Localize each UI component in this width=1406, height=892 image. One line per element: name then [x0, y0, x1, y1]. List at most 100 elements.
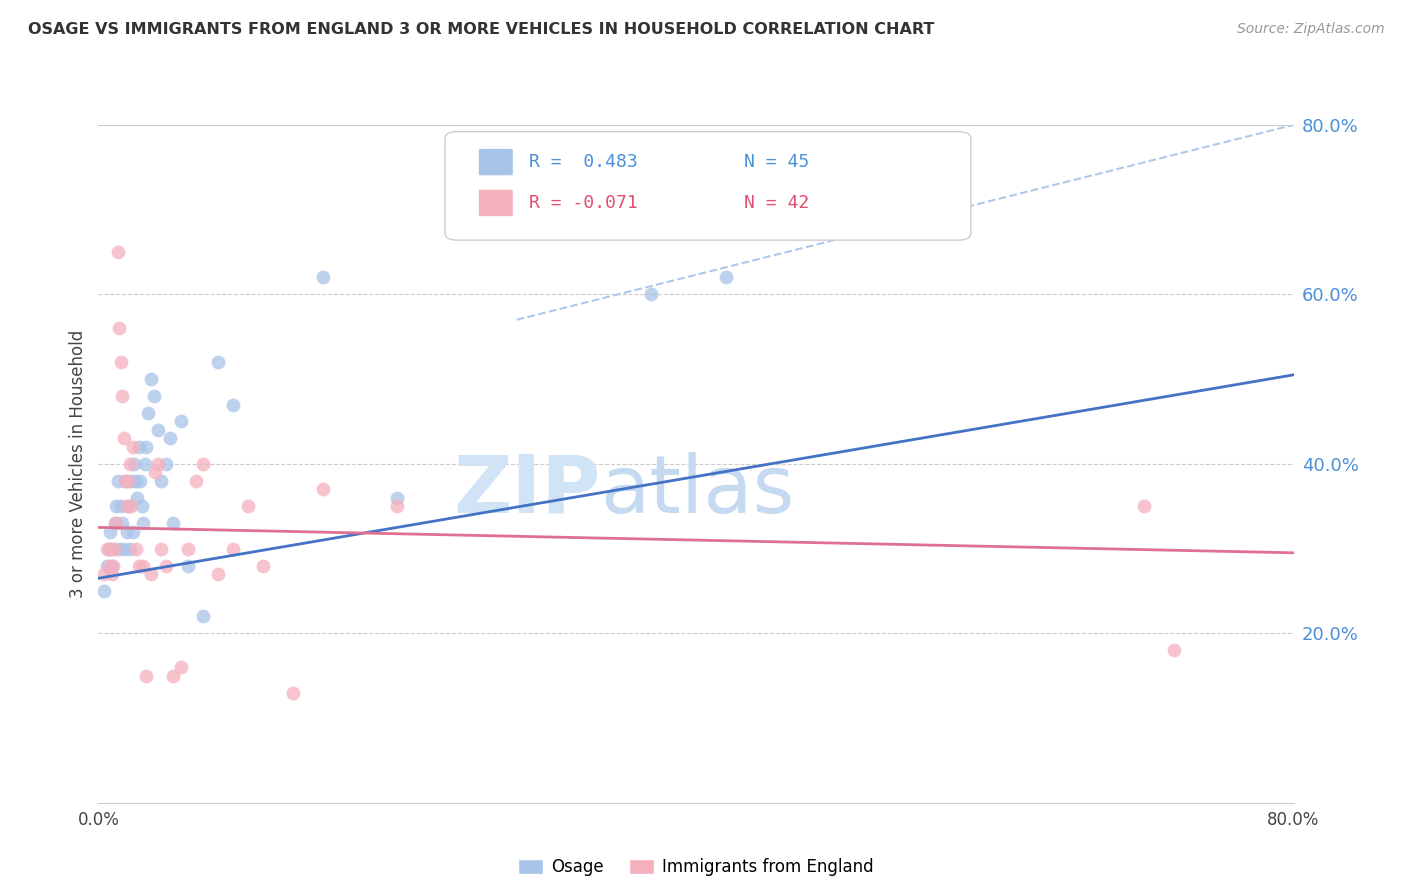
Point [150, 541, 173, 556]
Point [131, 500, 153, 514]
Point [135, 669, 157, 683]
Text: R = -0.071: R = -0.071 [529, 194, 637, 211]
Point [112, 541, 135, 556]
Point [107, 474, 129, 488]
Point [385, 491, 409, 505]
Point [120, 474, 142, 488]
Point [1133, 500, 1156, 514]
Point [128, 440, 150, 454]
FancyBboxPatch shape [478, 189, 513, 217]
Point [125, 474, 148, 488]
Point [104, 541, 127, 556]
Point [385, 500, 409, 514]
Point [108, 541, 131, 556]
Point [155, 457, 177, 471]
Point [117, 474, 139, 488]
Text: Source: ZipAtlas.com: Source: ZipAtlas.com [1237, 22, 1385, 37]
Point [120, 500, 142, 514]
Point [135, 440, 157, 454]
Point [111, 516, 134, 530]
Point [115, 500, 138, 514]
Point [139, 372, 162, 386]
Point [148, 423, 170, 437]
Point [177, 558, 200, 573]
Point [121, 440, 143, 454]
Point [100, 541, 122, 556]
Point [191, 609, 214, 624]
Point [191, 457, 214, 471]
Point [150, 474, 173, 488]
Point [115, 524, 138, 539]
Point [103, 558, 125, 573]
Text: atlas: atlas [600, 452, 794, 530]
Point [96, 558, 118, 573]
Y-axis label: 3 or more Vehicles in Household: 3 or more Vehicles in Household [69, 330, 87, 598]
Point [112, 432, 135, 446]
Point [118, 541, 141, 556]
Point [714, 270, 737, 285]
Point [117, 500, 139, 514]
Point [110, 355, 132, 369]
Point [169, 660, 191, 674]
Point [108, 321, 131, 335]
Legend: Osage, Immigrants from England: Osage, Immigrants from England [512, 851, 880, 882]
Point [107, 244, 129, 259]
Point [97, 541, 120, 556]
Point [1163, 643, 1185, 657]
Point [125, 541, 148, 556]
Point [207, 355, 229, 369]
Point [132, 558, 155, 573]
Point [96, 541, 118, 556]
Point [142, 389, 165, 403]
Point [93, 567, 115, 582]
Point [139, 567, 162, 582]
Point [252, 558, 274, 573]
Point [128, 558, 150, 573]
Point [169, 415, 191, 429]
Point [105, 516, 128, 530]
Point [127, 491, 149, 505]
Point [114, 474, 136, 488]
Point [159, 432, 181, 446]
Point [222, 541, 245, 556]
Point [97, 558, 120, 573]
FancyBboxPatch shape [478, 149, 513, 176]
Point [111, 389, 134, 403]
Point [236, 500, 259, 514]
Point [640, 287, 662, 301]
Point [110, 500, 132, 514]
Point [105, 500, 128, 514]
Text: OSAGE VS IMMIGRANTS FROM ENGLAND 3 OR MORE VEHICLES IN HOUSEHOLD CORRELATION CHA: OSAGE VS IMMIGRANTS FROM ENGLAND 3 OR MO… [28, 22, 935, 37]
Point [311, 483, 333, 497]
Point [155, 558, 177, 573]
Point [101, 567, 124, 582]
Point [162, 669, 184, 683]
Text: ZIP: ZIP [453, 452, 600, 530]
Point [100, 524, 122, 539]
Point [148, 457, 170, 471]
Point [121, 524, 143, 539]
FancyBboxPatch shape [444, 132, 970, 240]
Point [118, 457, 141, 471]
Point [132, 516, 155, 530]
Point [184, 474, 207, 488]
Point [222, 398, 245, 412]
Point [93, 584, 115, 599]
Point [162, 516, 184, 530]
Point [143, 466, 166, 480]
Point [311, 270, 333, 285]
Point [136, 406, 159, 420]
Point [207, 567, 229, 582]
Text: R =  0.483: R = 0.483 [529, 153, 637, 171]
Point [281, 685, 304, 699]
Point [103, 541, 125, 556]
Point [124, 457, 146, 471]
Point [177, 541, 200, 556]
Text: N = 42: N = 42 [744, 194, 808, 211]
Point [129, 474, 152, 488]
Point [101, 558, 124, 573]
Point [114, 474, 136, 488]
Text: N = 45: N = 45 [744, 153, 808, 171]
Point [104, 516, 127, 530]
Point [134, 457, 156, 471]
